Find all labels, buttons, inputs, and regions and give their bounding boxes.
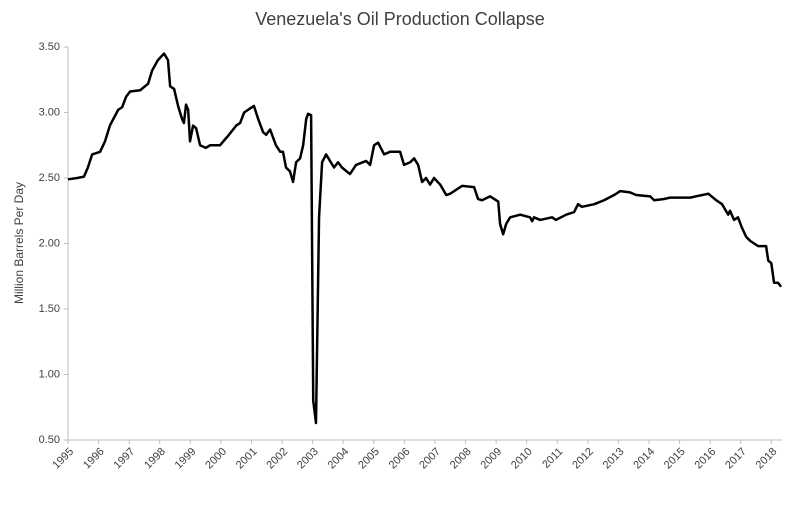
x-tick-label: 2012 — [570, 446, 596, 472]
x-tick-label: 2008 — [448, 446, 474, 472]
x-tick-label: 1995 — [50, 446, 76, 472]
x-tick-label: 2010 — [509, 446, 535, 472]
x-tick-label: 2002 — [264, 446, 290, 472]
x-tick-label: 2006 — [387, 446, 413, 472]
x-tick-label: 2015 — [662, 446, 688, 472]
y-tick-label: 2.00 — [39, 237, 60, 249]
x-tick-label: 2007 — [417, 446, 443, 472]
x-tick-label: 2016 — [693, 446, 719, 472]
x-tick-label: 2001 — [234, 446, 260, 472]
y-tick-label: 0.50 — [39, 434, 60, 446]
y-tick-label: 2.50 — [39, 172, 60, 184]
series-line — [67, 52, 783, 425]
x-tick-label: 2014 — [631, 446, 657, 472]
x-tick-label: 2009 — [478, 446, 504, 472]
x-tick-label: 1999 — [173, 446, 199, 472]
x-tick-label: 2003 — [295, 446, 321, 472]
y-tick-label: 1.00 — [39, 368, 60, 380]
x-tick-label: 2000 — [203, 446, 229, 472]
x-tick-label: 1996 — [81, 446, 107, 472]
x-tick-label: 2017 — [723, 446, 749, 472]
y-axis-title: Million Barrels Per Day — [12, 182, 26, 304]
x-tick-label: 1998 — [142, 446, 168, 472]
chart-title: Venezuela's Oil Production Collapse — [255, 9, 545, 29]
x-tick-label: 2018 — [754, 446, 780, 472]
x-tick-label: 2011 — [540, 446, 565, 471]
x-tick-label: 2004 — [326, 446, 352, 472]
y-tick-label: 3.50 — [39, 41, 60, 53]
y-tick-label: 3.00 — [39, 106, 60, 118]
x-tick-label: 1997 — [112, 446, 138, 472]
x-tick-label: 2013 — [601, 446, 627, 472]
x-tick-label: 2005 — [356, 446, 382, 472]
y-tick-label: 1.50 — [39, 303, 60, 315]
